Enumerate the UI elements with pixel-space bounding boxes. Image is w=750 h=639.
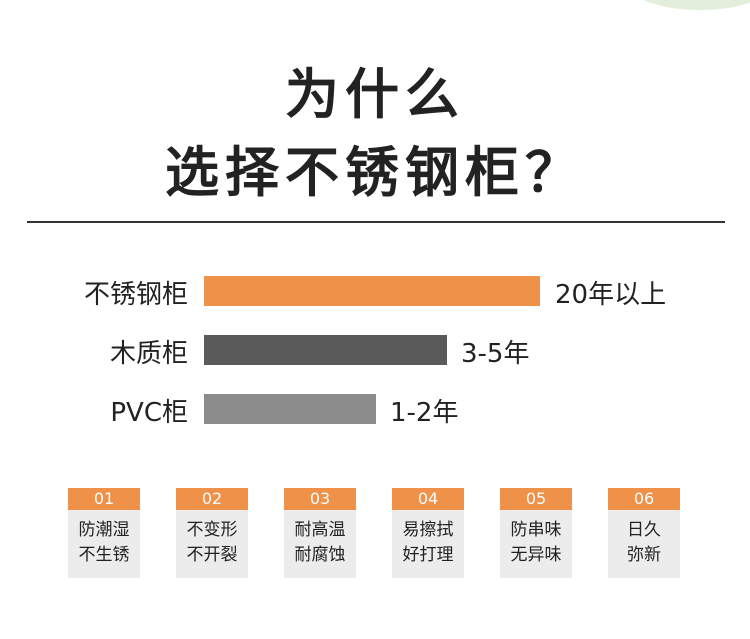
divider [27, 221, 725, 223]
feature-number: 02 [176, 488, 248, 510]
bar [204, 335, 447, 365]
feature-line: 好打理 [402, 545, 454, 565]
feature-text: 防串味 无异味 [500, 518, 572, 568]
feature-card: 05 防串味无异味 [500, 488, 572, 578]
feature-card: 03 耐高温耐腐蚀 [284, 488, 356, 578]
feature-line: 不生锈 [78, 545, 130, 565]
feature-line: 不变形 [186, 520, 238, 540]
row-value: 1-2年 [390, 398, 459, 428]
feature-text: 防潮湿 不生锈 [68, 518, 140, 568]
feature-text: 不变形 不开裂 [176, 518, 248, 568]
feature-line: 防串味 [510, 520, 562, 540]
feature-card: 01 防潮湿不生锈 [68, 488, 140, 578]
row-label: 不锈钢柜 [83, 280, 188, 310]
row-value: 20年以上 [555, 280, 667, 310]
feature-number: 04 [392, 488, 464, 510]
row-label: PVC柜 [110, 398, 188, 428]
feature-number: 03 [284, 488, 356, 510]
feature-number: 06 [608, 488, 680, 510]
feature-line: 不开裂 [186, 545, 238, 565]
feature-line: 耐腐蚀 [294, 545, 346, 565]
feature-text: 日久 弥新 [608, 518, 680, 568]
feature-line: 防潮湿 [78, 520, 130, 540]
bar [204, 276, 540, 306]
feature-line: 无异味 [510, 545, 562, 565]
row-value: 3-5年 [461, 339, 530, 369]
feature-card: 04 易擦拭好打理 [392, 488, 464, 578]
title-line: 为什么 [285, 62, 465, 126]
title-line: 选择不锈钢柜？ [165, 140, 585, 204]
leaf-decoration [630, 0, 750, 10]
feature-line: 日久 [627, 520, 661, 540]
feature-line: 易擦拭 [402, 520, 454, 540]
feature-card: 06 日久弥新 [608, 488, 680, 578]
feature-line: 耐高温 [294, 520, 346, 540]
feature-number: 01 [68, 488, 140, 510]
feature-line: 弥新 [627, 545, 661, 565]
feature-text: 易擦拭 好打理 [392, 518, 464, 568]
row-label: 木质柜 [109, 339, 188, 369]
feature-number: 05 [500, 488, 572, 510]
feature-text: 耐高温 耐腐蚀 [284, 518, 356, 568]
bar [204, 394, 376, 424]
feature-card: 02 不变形不开裂 [176, 488, 248, 578]
